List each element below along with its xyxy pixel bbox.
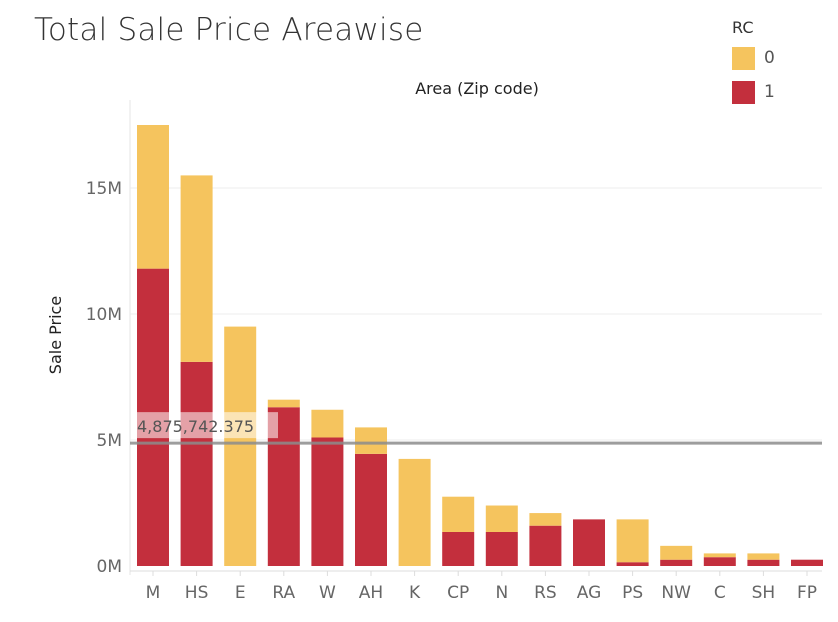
- column-header: Area (Zip code): [415, 79, 539, 98]
- y-axis-title: Sale Price: [46, 296, 65, 374]
- reference-label-background: [133, 412, 278, 439]
- bar-HS-rc1[interactable]: [180, 361, 213, 566]
- x-tick-label: NW: [661, 583, 691, 603]
- bar-PS-rc0[interactable]: [616, 519, 649, 563]
- bar-AH-rc1[interactable]: [355, 453, 387, 566]
- bar-RS-rc1[interactable]: [529, 525, 562, 566]
- x-tick-label: RS: [534, 583, 557, 603]
- bar-FP-rc1[interactable]: [791, 559, 823, 566]
- legend-label-0: 0: [764, 48, 775, 68]
- bar-SH-rc1[interactable]: [747, 559, 780, 566]
- bar-N-rc0[interactable]: [485, 505, 518, 532]
- bar-C-rc1[interactable]: [703, 557, 736, 566]
- x-tick-label: SH: [752, 583, 776, 603]
- reference-label: 4,875,742.375: [137, 417, 254, 436]
- x-tick-label: E: [235, 583, 246, 603]
- x-tick-label: N: [495, 583, 508, 603]
- x-tick-label: HS: [185, 583, 209, 603]
- y-tick-label: 15M: [86, 179, 122, 199]
- bar-W-rc1[interactable]: [311, 437, 344, 566]
- bar-RS-rc0[interactable]: [529, 513, 562, 526]
- bar-CP-rc0[interactable]: [442, 496, 475, 532]
- x-tick-label: AH: [359, 583, 383, 603]
- y-tick-label: 0M: [97, 557, 122, 577]
- bar-W-rc0[interactable]: [311, 409, 344, 438]
- y-tick-label: 10M: [86, 305, 122, 325]
- bars: [137, 125, 823, 566]
- bar-AH-rc0[interactable]: [355, 427, 387, 454]
- legend-item-1[interactable]: 1: [732, 75, 775, 109]
- bar-HS-rc0[interactable]: [180, 175, 213, 362]
- bar-M-rc0[interactable]: [137, 125, 169, 269]
- bar-CP-rc1[interactable]: [442, 531, 475, 566]
- legend-title: RC: [732, 18, 754, 37]
- x-tick-label: RA: [272, 583, 295, 603]
- bar-NW-rc0[interactable]: [660, 545, 693, 560]
- bar-AG-rc1[interactable]: [573, 519, 605, 566]
- x-tick-label: FP: [797, 583, 817, 603]
- bar-N-rc1[interactable]: [485, 531, 518, 566]
- bar-NW-rc1[interactable]: [660, 559, 693, 566]
- bar-C-rc0[interactable]: [703, 553, 736, 558]
- reference-line-group: 4,875,742.375: [130, 412, 822, 445]
- x-tick-label: PS: [622, 583, 643, 603]
- bar-PS-rc1[interactable]: [616, 562, 649, 566]
- bar-SH-rc0[interactable]: [747, 553, 780, 560]
- x-tick-label: K: [409, 583, 421, 603]
- x-tick-label: C: [714, 583, 726, 603]
- legend: RC 0 1: [732, 18, 775, 109]
- x-tick-label: W: [319, 583, 336, 603]
- legend-item-0[interactable]: 0: [732, 41, 775, 75]
- bar-K-rc0[interactable]: [398, 458, 431, 566]
- y-ticks: 0M 5M 10M 15M: [86, 179, 122, 577]
- bar-E-rc0[interactable]: [224, 326, 257, 566]
- x-tick-label: M: [146, 583, 161, 603]
- y-tick-label: 5M: [97, 431, 122, 451]
- x-tick-label: CP: [447, 583, 469, 603]
- chart-title: Total Sale Price Areawise: [34, 12, 424, 48]
- legend-label-1: 1: [764, 82, 775, 102]
- x-tick-label: AG: [577, 583, 602, 603]
- bar-RA-rc0[interactable]: [267, 399, 300, 408]
- x-ticks: M HS E RA W AH K CP N RS AG PS NW C SH FP: [146, 571, 817, 603]
- legend-swatch-1: [732, 80, 755, 104]
- legend-swatch-0: [732, 46, 755, 70]
